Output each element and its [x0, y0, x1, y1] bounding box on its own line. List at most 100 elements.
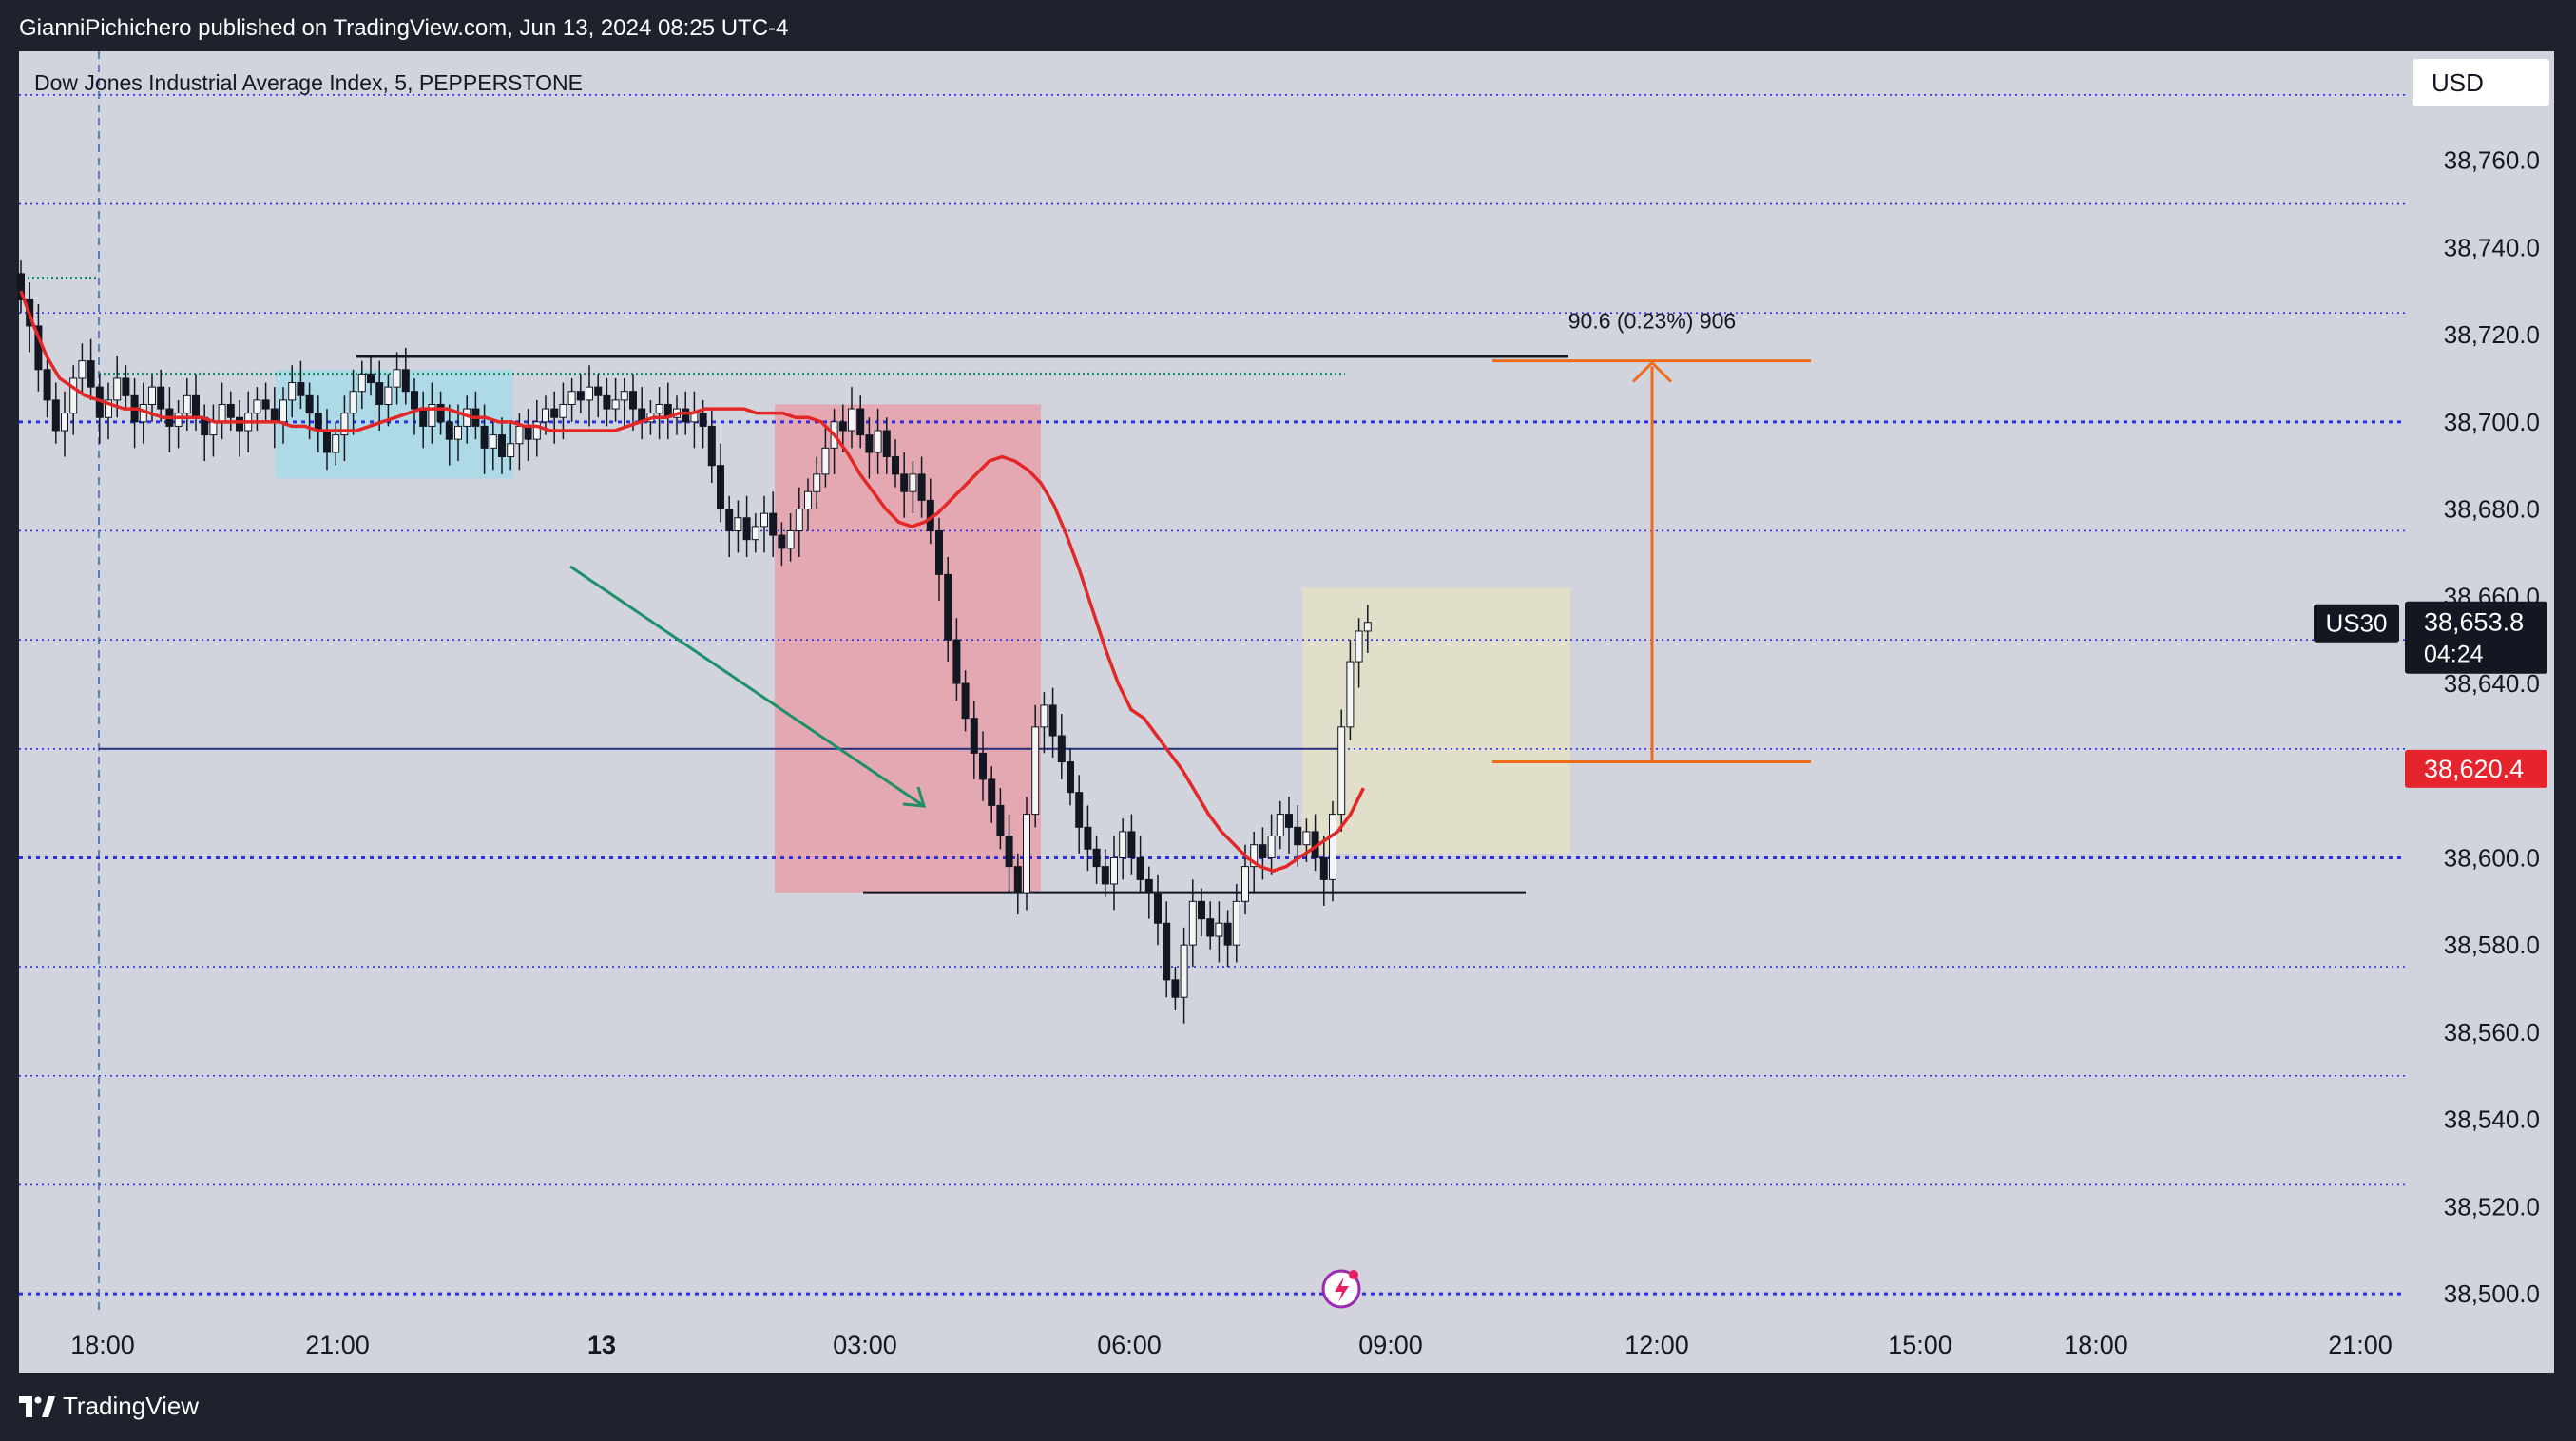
tradingview-logo-icon: [19, 1395, 55, 1417]
candle-body-141: [1250, 844, 1259, 868]
candle-body-108: [961, 682, 970, 720]
currency-selector[interactable]: USD: [2413, 59, 2549, 106]
candle-body-33: [305, 394, 314, 414]
x-tick-label-5: 09:00: [1358, 1331, 1423, 1359]
publisher-line: GianniPichichero published on TradingVie…: [19, 15, 789, 41]
y-tick-label-1: 38,740.0: [2444, 233, 2540, 261]
candle-body-154: [1363, 622, 1372, 632]
candle-body-153: [1355, 630, 1363, 663]
candle-body-70: [629, 391, 637, 410]
candle-body-123: [1092, 848, 1101, 868]
symbol-badge-label: US30: [2325, 609, 2387, 638]
candle-body-110: [979, 752, 987, 780]
candle-body-116: [1031, 726, 1040, 816]
candle-body-49: [445, 421, 453, 440]
candle-body-61: [550, 408, 559, 418]
candle-body-94: [838, 421, 847, 432]
candle-body-68: [611, 399, 620, 410]
candle-body-42: [384, 386, 393, 405]
trend-arrow: [569, 565, 925, 808]
candle-body-91: [813, 473, 821, 492]
candle-body-7: [78, 360, 87, 379]
candle-body-0: [17, 273, 25, 300]
countdown-timer: 04:24: [2424, 642, 2484, 668]
candle-body-54: [489, 434, 497, 449]
candle-body-114: [1013, 866, 1022, 893]
candle-body-135: [1198, 900, 1205, 920]
candle-body-10: [105, 399, 112, 418]
candle-body-149: [1319, 856, 1328, 880]
candle-body-3: [43, 369, 51, 401]
candle-body-119: [1057, 735, 1066, 763]
candle-body-121: [1075, 792, 1084, 828]
candle-body-124: [1101, 866, 1109, 885]
candle-body-136: [1206, 918, 1215, 937]
candle-body-87: [778, 534, 786, 549]
candle-body-111: [988, 778, 996, 806]
candle-body-67: [603, 394, 611, 410]
current-price-badge: [2405, 601, 2547, 674]
symbol-title: Dow Jones Industrial Average Index, 5, P…: [34, 70, 583, 95]
candle-body-45: [411, 391, 418, 410]
trend-arrow-head: [902, 786, 927, 808]
candle-body-22: [209, 421, 218, 436]
candle-body-109: [970, 718, 978, 754]
candle-body-138: [1223, 922, 1232, 946]
candle-body-130: [1154, 892, 1162, 924]
candle-body-64: [576, 391, 585, 401]
candle-body-34: [314, 413, 322, 432]
candle-body-48: [436, 403, 445, 423]
candle-body-41: [375, 382, 384, 405]
candle-body-122: [1084, 826, 1092, 850]
ema-layer: [19, 290, 1365, 873]
symbol-badge: [2314, 604, 2399, 643]
y-tick-label-7: 38,600.0: [2444, 843, 2540, 872]
candle-body-151: [1337, 726, 1346, 816]
candle-body-147: [1302, 831, 1311, 846]
y-tick-label-4: 38,680.0: [2444, 495, 2540, 524]
grid-layer: [19, 51, 2405, 1316]
candle-body-25: [236, 416, 243, 432]
candle-body-44: [401, 369, 410, 393]
candle-body-80: [717, 465, 724, 510]
candle-body-38: [349, 391, 357, 414]
x-tick-label-0: 18:00: [70, 1331, 135, 1359]
x-tick-label-1: 21:00: [305, 1331, 370, 1359]
candle-body-36: [332, 434, 340, 453]
candle-body-85: [760, 512, 768, 528]
y-tick-label-12: 38,500.0: [2444, 1279, 2540, 1308]
candle-body-139: [1232, 900, 1240, 946]
candle-body-137: [1215, 922, 1223, 937]
candle-body-31: [288, 382, 297, 401]
candle-body-79: [707, 425, 716, 467]
current-price-value: 38,653.8: [2424, 608, 2524, 637]
candle-body-152: [1346, 661, 1355, 728]
drawings-layer: 90.6 (0.23%) 906: [356, 309, 1811, 894]
candle-body-142: [1259, 844, 1267, 858]
candle-body-115: [1023, 814, 1030, 893]
candle-body-24: [226, 403, 235, 418]
candle-body-150: [1329, 814, 1336, 880]
candle-body-37: [340, 413, 349, 436]
candle-body-90: [804, 490, 812, 510]
x-tick-label-4: 06:00: [1097, 1331, 1162, 1359]
tradingview-logo[interactable]: TradingView: [19, 1392, 199, 1421]
candle-body-55: [498, 434, 506, 458]
candle-body-30: [279, 399, 287, 423]
candle-body-15: [148, 386, 156, 405]
candle-body-59: [532, 421, 541, 440]
candle-body-83: [742, 517, 751, 541]
candle-body-146: [1294, 826, 1302, 846]
x-tick-label-2: 13: [587, 1331, 616, 1359]
candle-body-145: [1285, 814, 1293, 828]
candle-body-134: [1188, 900, 1197, 946]
candle-body-127: [1127, 831, 1136, 858]
candle-body-113: [1005, 836, 1013, 868]
y-tick-label-2: 38,720.0: [2444, 320, 2540, 349]
candle-body-56: [507, 443, 515, 458]
candle-body-43: [393, 369, 401, 388]
x-axis: 18:00 21:00 13 03:00 06:00 09:00 12:00 15:00 18:…: [19, 1316, 2405, 1373]
candle-body-73: [655, 403, 663, 414]
candle-body-97: [865, 434, 874, 453]
